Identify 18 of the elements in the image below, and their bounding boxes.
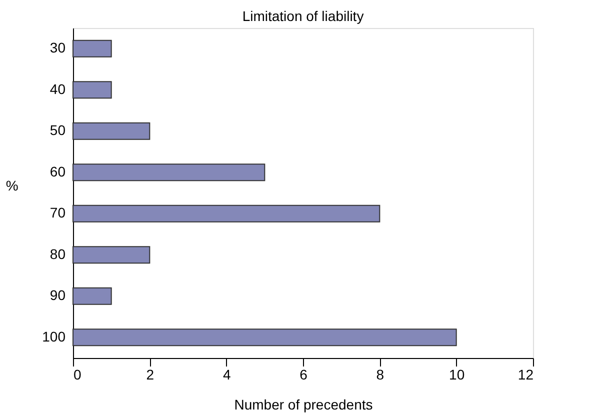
y-axis-title: % xyxy=(6,178,18,194)
y-tick-label: 40 xyxy=(50,80,66,97)
y-tick-label: 90 xyxy=(50,287,66,304)
y-tick-label: 100 xyxy=(42,328,66,344)
y-tick-label: 70 xyxy=(50,204,66,221)
x-tick-label: 6 xyxy=(300,366,308,382)
x-tick-label: 10 xyxy=(449,366,465,382)
y-tick-label: 60 xyxy=(50,163,66,180)
x-tick-label: 4 xyxy=(222,366,231,382)
x-axis-title: Number of precedents xyxy=(234,396,373,412)
x-tick-label: 12 xyxy=(518,366,534,382)
y-tick-label: 80 xyxy=(50,246,66,262)
x-tick-label: 0 xyxy=(74,366,82,382)
x-tick-label: 8 xyxy=(376,366,384,382)
y-tick-label: 50 xyxy=(50,122,66,138)
y-tick-label: 30 xyxy=(50,40,66,56)
chart-title: Limitation of liability xyxy=(242,8,364,24)
x-tick-label: 2 xyxy=(146,366,154,382)
